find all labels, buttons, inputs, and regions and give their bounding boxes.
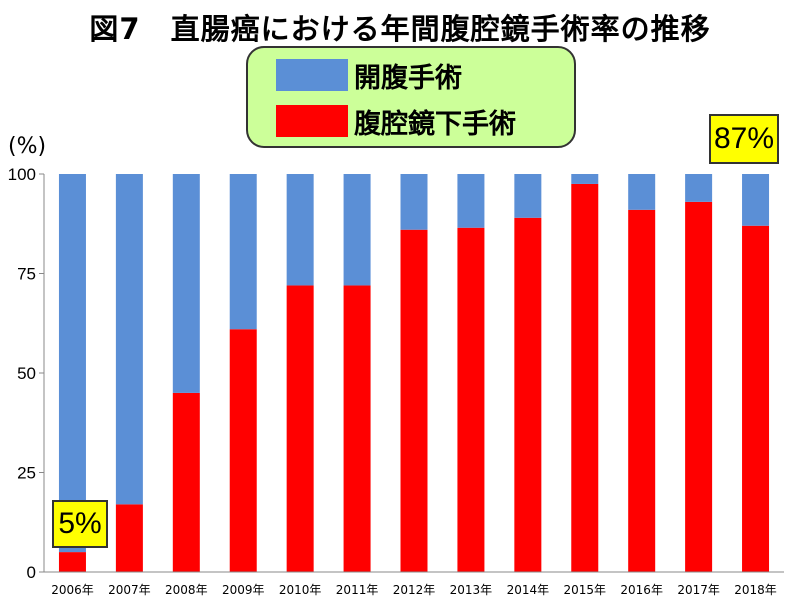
bar-open bbox=[115, 174, 143, 505]
bar-laparoscopic bbox=[685, 201, 713, 573]
y-tick-label: 0 bbox=[27, 563, 36, 582]
bar-open bbox=[400, 174, 428, 230]
bar-laparoscopic bbox=[115, 504, 143, 572]
bar-open bbox=[742, 174, 770, 226]
y-tick-label: 25 bbox=[17, 464, 36, 483]
chart-title: 図7 直腸癌における年間腹腔鏡手術率の推移 bbox=[89, 12, 711, 46]
bar-open bbox=[58, 174, 86, 553]
legend-label-open: 開腹手術 bbox=[354, 62, 462, 94]
legend-swatch-laparoscopic bbox=[276, 105, 348, 137]
bar-open bbox=[514, 174, 542, 218]
bar-open bbox=[286, 174, 314, 286]
x-tick-label: 2008年 bbox=[165, 583, 208, 597]
bar-laparoscopic bbox=[343, 285, 371, 572]
x-tick-label: 2009年 bbox=[222, 583, 265, 597]
bar-open bbox=[457, 174, 485, 228]
bar-laparoscopic bbox=[58, 552, 86, 572]
bar-laparoscopic bbox=[514, 217, 542, 572]
bar-laparoscopic bbox=[571, 183, 599, 572]
y-tick-label: 75 bbox=[17, 265, 36, 284]
callout-end-value: 87% bbox=[709, 114, 779, 164]
x-tick-label: 2015年 bbox=[563, 583, 606, 597]
callout-start-value: 5% bbox=[52, 500, 108, 548]
bar-open bbox=[172, 174, 200, 393]
x-tick-label: 2010年 bbox=[279, 583, 322, 597]
x-tick-label: 2014年 bbox=[507, 583, 550, 597]
legend-item-laparoscopic: 腹腔鏡下手術 bbox=[276, 102, 516, 140]
bar-laparoscopic bbox=[457, 227, 485, 573]
x-tick-label: 2012年 bbox=[393, 583, 436, 597]
bar-open bbox=[571, 174, 599, 184]
bar-open bbox=[229, 174, 257, 330]
bar-laparoscopic bbox=[742, 225, 770, 573]
bar-laparoscopic bbox=[400, 229, 428, 572]
legend-swatch-open bbox=[276, 59, 348, 91]
x-tick-label: 2013年 bbox=[450, 583, 493, 597]
bar-open bbox=[628, 174, 656, 210]
legend-label-laparoscopic: 腹腔鏡下手術 bbox=[354, 108, 516, 140]
bar-open bbox=[343, 174, 371, 286]
bar-laparoscopic bbox=[229, 329, 257, 572]
legend: 開腹手術 腹腔鏡下手術 bbox=[246, 46, 576, 148]
x-tick-label: 2011年 bbox=[336, 583, 379, 597]
x-tick-label: 2018年 bbox=[734, 583, 777, 597]
bar-laparoscopic bbox=[172, 392, 200, 572]
bar-laparoscopic bbox=[286, 285, 314, 572]
y-axis-unit: (%) bbox=[8, 134, 47, 159]
x-tick-label: 2007年 bbox=[108, 583, 151, 597]
x-tick-label: 2006年 bbox=[51, 583, 94, 597]
x-tick-label: 2017年 bbox=[677, 583, 720, 597]
bar-open bbox=[685, 174, 713, 202]
x-tick-label: 2016年 bbox=[620, 583, 663, 597]
bar-laparoscopic bbox=[628, 209, 656, 572]
legend-item-open: 開腹手術 bbox=[276, 56, 462, 94]
y-tick-label: 50 bbox=[17, 364, 36, 383]
y-tick-label: 100 bbox=[8, 165, 36, 184]
